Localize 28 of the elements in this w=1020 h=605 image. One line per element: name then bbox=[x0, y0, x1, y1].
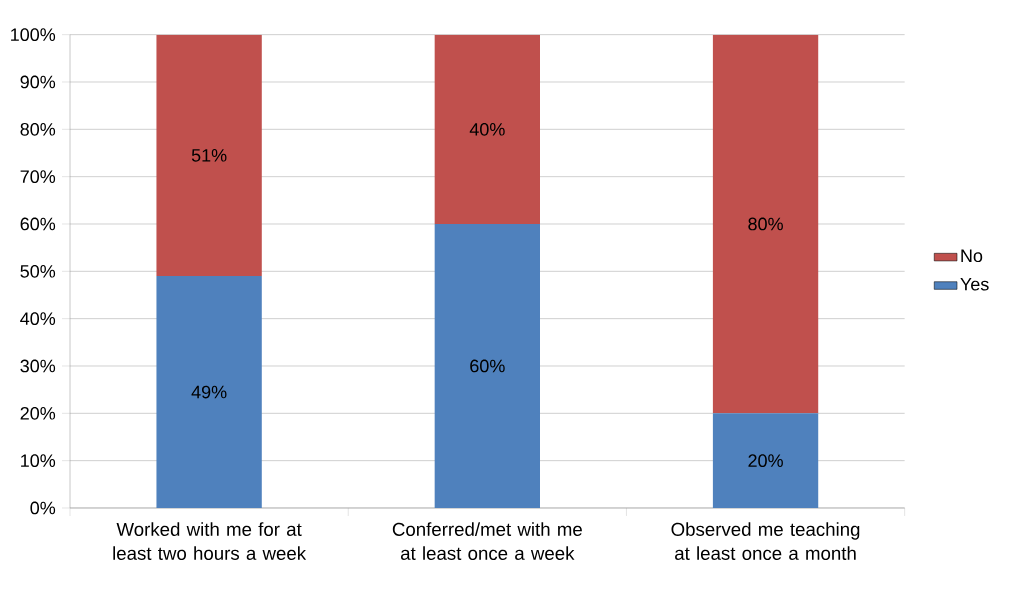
bar bbox=[156, 276, 262, 508]
data-label: 80% bbox=[748, 217, 783, 231]
y-tick-label: 80% bbox=[20, 122, 56, 136]
x-tick-label: Worked with me for at least two hours a week bbox=[113, 522, 307, 560]
y-tick-label: 50% bbox=[20, 264, 56, 278]
data-label: 51% bbox=[191, 149, 227, 162]
data-label: 40% bbox=[469, 122, 505, 136]
y-tick-label: 60% bbox=[20, 217, 56, 231]
y-tick-label: 20% bbox=[20, 406, 56, 420]
x-tick-label: Conferred/met with me at least once a week bbox=[392, 522, 582, 560]
data-label: 49% bbox=[191, 385, 227, 399]
y-tick-label: 0% bbox=[30, 501, 56, 515]
y-tick-label: 70% bbox=[20, 170, 56, 184]
bar bbox=[712, 34, 819, 414]
data-label: 20% bbox=[748, 454, 783, 468]
y-tick-label: 90% bbox=[20, 75, 56, 89]
y-tick-label: 30% bbox=[20, 359, 56, 373]
y-tick-label: 10% bbox=[21, 454, 56, 468]
bar bbox=[712, 413, 819, 508]
bar bbox=[434, 223, 540, 508]
y-tick-label: 100% bbox=[11, 28, 56, 42]
bar bbox=[434, 34, 540, 224]
legend-label: Yes bbox=[960, 277, 989, 291]
legend-label: No bbox=[961, 249, 983, 263]
y-tick-label: 40% bbox=[20, 312, 56, 326]
x-tick-label: Observed me teaching at least once a month bbox=[671, 522, 860, 560]
data-label: 60% bbox=[470, 359, 505, 373]
bar bbox=[156, 34, 262, 277]
